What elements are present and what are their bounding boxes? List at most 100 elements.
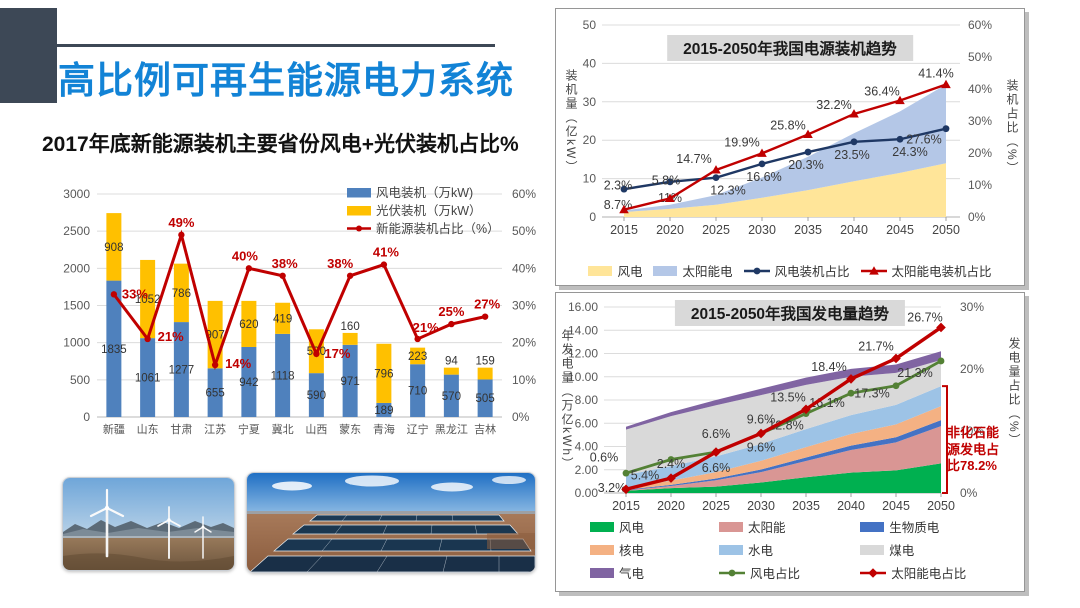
svg-text:33%: 33%	[122, 286, 148, 301]
svg-text:40%: 40%	[232, 248, 258, 263]
legend-item: 风电	[588, 261, 642, 280]
svg-text:2040: 2040	[840, 223, 868, 237]
svg-text:2015: 2015	[612, 499, 640, 513]
svg-text:12.3%: 12.3%	[710, 184, 745, 198]
svg-text:50%: 50%	[512, 224, 536, 238]
svg-text:1052: 1052	[135, 294, 161, 306]
svg-text:5.4%: 5.4%	[631, 469, 660, 483]
svg-text:20%: 20%	[960, 362, 984, 376]
svg-text:2500: 2500	[63, 224, 90, 238]
svg-text:23.5%: 23.5%	[834, 148, 869, 162]
svg-text:1061: 1061	[135, 373, 161, 385]
svg-text:6.00: 6.00	[575, 416, 599, 430]
bar-chart-legend: 风电装机（万kW) 光伏装机（万kW） 新能源装机占比（%）	[347, 186, 500, 236]
non-fossil-annotation: 非化石能源发电占比78.2%	[947, 425, 1003, 475]
header-accent-line	[57, 44, 495, 47]
svg-text:419: 419	[273, 313, 292, 325]
svg-text:32.2%: 32.2%	[816, 98, 851, 112]
svg-text:1500: 1500	[63, 299, 90, 313]
svg-text:50%: 50%	[968, 50, 992, 64]
svg-text:2015: 2015	[610, 223, 638, 237]
svg-text:6.6%: 6.6%	[702, 427, 731, 441]
svg-text:17%: 17%	[324, 346, 350, 361]
svg-text:2025: 2025	[702, 499, 730, 513]
capacity-chart-title: 2015-2050年我国电源装机趋势	[667, 35, 913, 61]
svg-text:942: 942	[239, 377, 258, 389]
svg-text:21%: 21%	[413, 320, 439, 335]
svg-text:10%: 10%	[960, 424, 984, 438]
svg-text:2035: 2035	[792, 499, 820, 513]
svg-text:21.7%: 21.7%	[858, 339, 893, 353]
svg-text:9.6%: 9.6%	[747, 440, 776, 454]
svg-text:26.7%: 26.7%	[907, 310, 942, 324]
svg-text:风电装机（万kW): 风电装机（万kW)	[376, 186, 473, 200]
svg-text:16.00: 16.00	[568, 300, 598, 314]
svg-text:655: 655	[206, 388, 225, 400]
legend-item: 风电	[590, 517, 719, 536]
svg-text:5.8%: 5.8%	[652, 173, 681, 187]
svg-text:27.6%: 27.6%	[906, 133, 941, 147]
svg-text:160: 160	[341, 321, 360, 333]
non-fossil-annotation-value: 78.2%	[960, 458, 997, 473]
svg-text:907: 907	[206, 330, 225, 342]
svg-text:黑龙江: 黑龙江	[435, 423, 468, 436]
svg-text:山西: 山西	[305, 423, 327, 436]
capacity-y-axis-label-right: 装机占比（%）	[1005, 79, 1019, 176]
legend-item: 太阳能电占比	[860, 563, 1020, 582]
header-accent-rect	[0, 8, 57, 103]
svg-text:2.4%: 2.4%	[657, 457, 686, 471]
svg-text:2040: 2040	[837, 499, 865, 513]
province-bar-chart: 0 0% 500 10% 1000 20% 1500 30% 2000 40% 2500 50% 300…	[55, 172, 550, 472]
svg-text:0%: 0%	[968, 210, 986, 224]
generation-chart-title: 2015-2050年我国发电量趋势	[674, 300, 906, 326]
legend-item: 太阳能电	[653, 261, 733, 280]
svg-text:12.8%: 12.8%	[768, 419, 803, 433]
svg-text:41.4%: 41.4%	[918, 67, 953, 81]
non-fossil-annotation-text: 非化石能源发电占比	[947, 425, 1000, 473]
svg-text:2030: 2030	[747, 499, 775, 513]
svg-text:2045: 2045	[886, 223, 914, 237]
svg-text:908: 908	[104, 242, 123, 254]
svg-text:17.3%: 17.3%	[854, 387, 889, 401]
svg-text:38%: 38%	[327, 256, 353, 271]
svg-text:3000: 3000	[63, 187, 90, 201]
svg-text:2.3%: 2.3%	[604, 179, 633, 193]
svg-text:0%: 0%	[512, 410, 530, 424]
svg-text:2045: 2045	[882, 499, 910, 513]
svg-text:36.4%: 36.4%	[864, 85, 899, 99]
svg-text:18.4%: 18.4%	[811, 360, 846, 374]
svg-text:223: 223	[408, 351, 427, 363]
generation-chart-legend: 风电 太阳能 生物质电 核电 水电 煤电 气电 风电占比 太阳能电占比	[590, 517, 1020, 582]
svg-text:9.6%: 9.6%	[747, 412, 776, 426]
svg-text:1835: 1835	[101, 344, 127, 356]
svg-text:20%: 20%	[968, 146, 992, 160]
svg-text:1277: 1277	[169, 365, 195, 377]
solar-farm-photo	[246, 472, 536, 573]
svg-text:1000: 1000	[63, 336, 90, 350]
svg-text:49%: 49%	[168, 215, 194, 230]
svg-text:14.00: 14.00	[568, 323, 598, 337]
svg-text:10%: 10%	[512, 373, 536, 387]
svg-text:21.3%: 21.3%	[897, 366, 932, 380]
svg-text:13.5%: 13.5%	[770, 390, 805, 404]
svg-text:21%: 21%	[158, 329, 184, 344]
svg-text:吉林: 吉林	[474, 422, 496, 436]
svg-text:14%: 14%	[225, 356, 251, 371]
legend-item: 气电	[590, 563, 719, 582]
svg-text:796: 796	[374, 368, 393, 380]
svg-text:38%: 38%	[272, 256, 298, 271]
svg-text:505: 505	[476, 393, 495, 405]
capacity-chart-legend: 风电 太阳能电 风电装机占比 太阳能电装机占比	[556, 261, 1024, 280]
svg-text:1118: 1118	[271, 370, 295, 382]
svg-text:30%: 30%	[512, 299, 536, 313]
svg-text:江苏: 江苏	[204, 423, 226, 436]
svg-text:8.7%: 8.7%	[604, 198, 633, 212]
svg-text:新能源装机占比（%）: 新能源装机占比（%）	[376, 221, 500, 236]
svg-text:2035: 2035	[794, 223, 822, 237]
svg-text:20.3%: 20.3%	[788, 158, 823, 172]
capacity-y-axis-label-left: 装机量（亿kW）	[564, 69, 578, 175]
svg-text:6.6%: 6.6%	[702, 461, 731, 475]
svg-text:青海: 青海	[373, 422, 395, 436]
svg-text:3.2%: 3.2%	[598, 481, 627, 495]
